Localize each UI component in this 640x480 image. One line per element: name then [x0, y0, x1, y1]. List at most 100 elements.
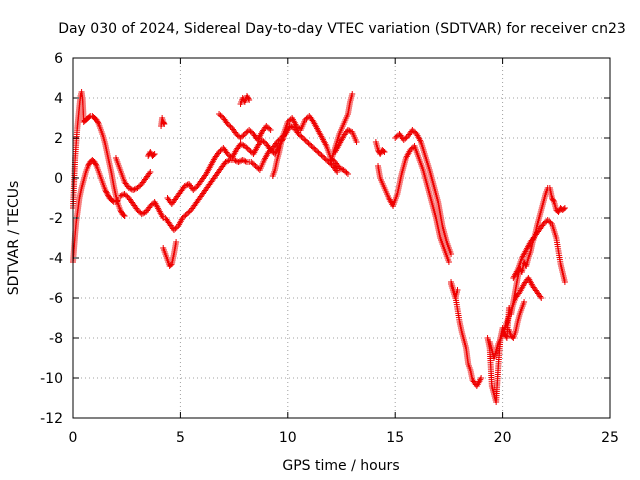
plot-frame — [72, 57, 611, 419]
data-point — [224, 151, 231, 157]
data-point — [267, 147, 274, 153]
y-tick-label: -2 — [49, 211, 63, 227]
data-point — [117, 193, 124, 199]
data-point — [239, 157, 246, 163]
data-point — [117, 207, 124, 213]
data-point — [243, 93, 250, 99]
data-point — [279, 136, 286, 143]
data-point — [538, 295, 545, 301]
data-point — [314, 148, 321, 155]
series-track-g — [160, 239, 180, 269]
data-point — [125, 185, 132, 191]
data-point — [115, 197, 122, 203]
data-point — [279, 137, 286, 144]
data-point — [170, 227, 177, 233]
data-point — [246, 97, 253, 103]
data-point — [238, 141, 245, 148]
data-point — [299, 135, 306, 141]
data-point — [186, 208, 193, 215]
data-point — [334, 169, 341, 175]
data-point — [264, 124, 271, 131]
data-point — [284, 119, 291, 125]
series-track-o — [372, 139, 388, 157]
data-point — [217, 112, 224, 119]
data-point — [555, 209, 562, 215]
data-point — [235, 159, 242, 165]
data-point — [137, 182, 144, 189]
data-point — [342, 168, 349, 175]
series-track-q — [392, 127, 455, 257]
data-point — [327, 160, 334, 167]
data-point — [103, 189, 110, 196]
series-track-j — [216, 111, 274, 143]
data-point — [403, 134, 410, 141]
data-point — [147, 203, 154, 209]
data-point — [349, 91, 356, 97]
data-point — [217, 147, 224, 154]
data-point — [227, 123, 234, 130]
data-point — [130, 187, 137, 193]
data-point — [120, 212, 127, 218]
data-point — [344, 171, 351, 177]
data-point — [302, 137, 309, 144]
data-point — [549, 195, 556, 201]
data-point — [550, 197, 557, 204]
data-point — [121, 191, 128, 197]
data-point — [269, 148, 276, 155]
data-point — [249, 129, 255, 136]
data-point — [392, 135, 399, 141]
data-point — [134, 185, 141, 191]
x-tick-label: 25 — [601, 430, 619, 446]
data-point — [245, 95, 252, 102]
series-track-e — [145, 149, 158, 159]
data-point — [408, 145, 415, 152]
x-tick-label: 20 — [494, 430, 512, 446]
data-point — [247, 128, 254, 135]
data-point — [131, 186, 138, 193]
data-point — [454, 287, 461, 293]
data-point — [278, 139, 285, 145]
data-point — [294, 124, 301, 131]
data-point — [560, 206, 567, 212]
data-point — [105, 192, 112, 199]
data-point — [236, 158, 243, 165]
data-point — [185, 209, 192, 216]
data-point — [102, 187, 109, 193]
data-point — [546, 218, 553, 225]
y-tick-label: 4 — [54, 91, 63, 107]
series-track-n — [332, 127, 360, 155]
data-point — [140, 210, 147, 217]
data-point — [311, 145, 318, 152]
data-point — [218, 113, 225, 120]
series-track-t — [486, 275, 545, 361]
data-point — [393, 133, 400, 140]
data-point — [147, 169, 154, 175]
data-point — [312, 147, 319, 153]
data-point — [301, 136, 308, 143]
data-point — [150, 152, 157, 158]
data-point — [223, 158, 230, 165]
data-point — [503, 333, 510, 340]
x-axis-label: GPS time / hours — [282, 458, 399, 474]
data-point — [340, 167, 347, 173]
data-point — [380, 148, 387, 154]
data-point — [127, 185, 134, 192]
series-track-h — [162, 123, 341, 233]
data-point — [544, 217, 551, 223]
data-point — [232, 157, 239, 164]
data-point — [237, 135, 244, 141]
data-point — [172, 225, 179, 232]
data-point — [241, 143, 248, 149]
data-point — [298, 133, 305, 140]
data-point — [318, 152, 325, 159]
data-point — [407, 147, 414, 153]
y-axis-label: SDTVAR / TECUs — [6, 181, 22, 296]
y-tick-label: 2 — [54, 131, 63, 147]
data-point — [343, 169, 350, 176]
data-point — [183, 211, 190, 217]
data-point — [240, 132, 247, 139]
data-point — [241, 157, 248, 164]
grid-lines — [73, 58, 610, 418]
data-point — [309, 144, 316, 151]
data-point — [337, 165, 344, 172]
